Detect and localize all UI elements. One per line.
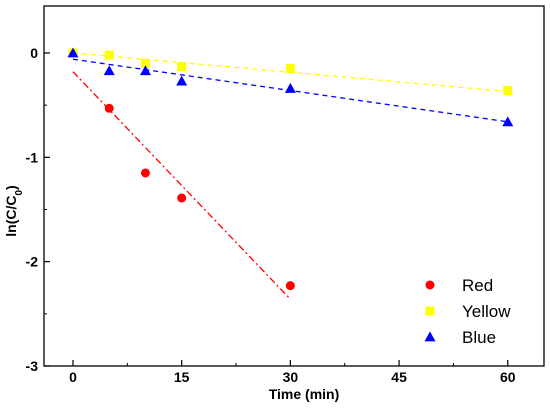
data-point-red [285,281,295,291]
data-point-blue [176,75,188,86]
legend-label-red: Red [462,276,493,295]
data-point-blue [502,116,514,127]
data-point-yellow [503,86,513,96]
legend-marker-yellow [425,306,435,316]
data-point-yellow [285,64,295,74]
x-tick-label: 60 [500,369,516,385]
legend-label-blue: Blue [462,328,496,347]
markers [67,47,514,291]
data-point-blue [103,65,115,76]
axes: 0 15 30 45 60 0 -1 -2 -3 [26,5,545,385]
x-axis-title: Time (min) [269,386,340,402]
x-tick-label: 30 [283,369,299,385]
y-tick-label: -1 [26,149,39,165]
x-tick-label: 45 [391,369,407,385]
y-axis-title: ln(C/C0) [3,185,25,236]
legend-marker-red [425,280,435,290]
data-point-blue [67,47,79,58]
legend-label-yellow: Yellow [462,302,511,321]
legend: Red Yellow Blue [424,276,511,347]
y-tick-label: 0 [30,45,38,61]
x-tick-label: 0 [69,369,77,385]
x-tick-label: 15 [174,369,190,385]
y-tick-label: -2 [26,254,39,270]
y-axis-title-end: ) [3,185,19,190]
plot-frame [43,5,545,367]
legend-marker-blue [424,331,436,342]
data-point-yellow [140,58,150,68]
data-point-yellow [104,50,114,60]
data-point-red [140,168,150,178]
data-point-yellow [177,62,187,72]
data-point-red [104,103,114,113]
data-point-red [177,193,187,203]
y-axis-title-main: ln(C/C [3,196,19,237]
data-point-blue [139,65,151,76]
y-axis-title-subscript: 0 [14,190,25,196]
y-tick-label: -3 [26,358,39,374]
data-point-blue [284,82,296,93]
